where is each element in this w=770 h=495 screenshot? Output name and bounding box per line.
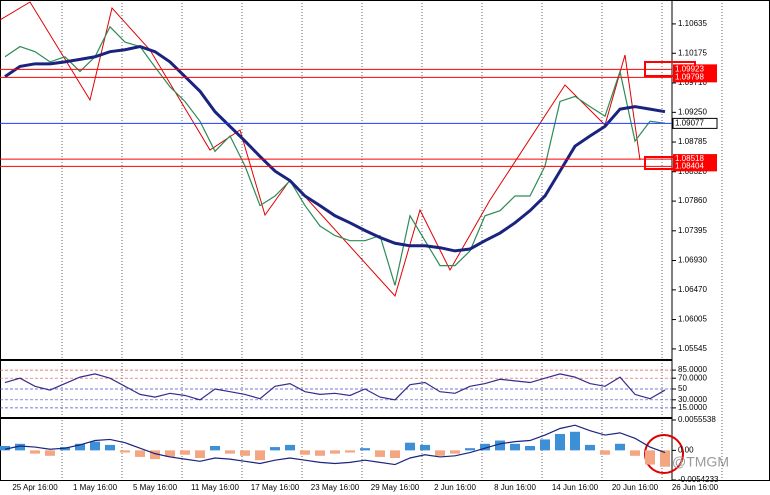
- histogram-bar: [120, 450, 130, 453]
- x-tick-label: 29 May 16:00: [371, 483, 420, 492]
- histogram-bar: [330, 450, 340, 454]
- price-label: 1.09923: [675, 64, 704, 73]
- histogram-bar: [480, 443, 490, 451]
- histogram-bar: [390, 450, 400, 459]
- price-label: 1.09798: [675, 72, 704, 81]
- x-tick-label: 26 Jun 16:00: [672, 483, 719, 492]
- x-tick-label: 2 Jun 16:00: [434, 483, 476, 492]
- y-tick-label: 30.0000: [678, 395, 707, 404]
- histogram-bar: [75, 443, 85, 451]
- histogram-bar: [495, 440, 505, 451]
- y-tick-label: 1.06930: [678, 256, 707, 265]
- histogram-bar: [615, 443, 625, 451]
- histogram-bar: [510, 443, 520, 451]
- series-line: [4, 25, 666, 286]
- price-label: 1.09077: [675, 119, 704, 128]
- histogram-bar: [195, 450, 205, 459]
- histogram-bar: [135, 450, 145, 457]
- histogram-bar: [15, 443, 25, 451]
- y-tick-label: 1.09250: [678, 107, 707, 116]
- series-line: [4, 424, 666, 466]
- histogram-bar: [285, 444, 295, 451]
- y-tick-label: 0.00: [678, 445, 694, 454]
- y-tick-label: 1.07860: [678, 196, 707, 205]
- histogram-bar: [225, 450, 235, 454]
- x-tick-label: 20 Jun 16:00: [612, 483, 659, 492]
- histogram-bar: [570, 431, 580, 451]
- price-label-box: [673, 64, 717, 75]
- histogram-bar: [630, 450, 640, 456]
- x-tick-label: 11 May 16:00: [191, 483, 239, 492]
- histogram-bar: [270, 447, 280, 451]
- histogram-bar: [660, 450, 670, 467]
- histogram-bar: [375, 450, 385, 457]
- x-tick-label: 5 May 16:00: [133, 483, 178, 492]
- histogram-bar: [345, 450, 355, 453]
- y-tick-label: 85.0000: [678, 365, 707, 374]
- histogram-bar: [525, 445, 535, 451]
- histogram-bar: [150, 450, 160, 460]
- x-tick-label: 8 Jun 16:00: [494, 483, 536, 492]
- histogram-bar: [45, 450, 55, 456]
- y-tick-label: -0.0054233: [678, 475, 719, 484]
- histogram-bar: [645, 450, 655, 465]
- histogram-bar: [585, 444, 595, 451]
- histogram-bar: [300, 450, 310, 455]
- y-tick-label: 1.10635: [678, 19, 707, 28]
- histogram-bar: [0, 445, 10, 451]
- histogram-bar: [360, 448, 370, 451]
- histogram-bar: [240, 450, 250, 456]
- y-tick-label: 0.0055538: [678, 415, 716, 424]
- y-tick-label: 1.09710: [678, 78, 707, 87]
- price-label-box: [673, 154, 717, 165]
- x-tick-label: 17 May 16:00: [251, 483, 300, 492]
- y-tick-label: 1.10175: [678, 48, 707, 57]
- histogram-bar: [540, 439, 550, 451]
- series-line: [4, 45, 666, 253]
- histogram-bar: [255, 450, 265, 461]
- histogram-bar: [435, 450, 445, 456]
- series-line: [4, 373, 666, 401]
- watermark: @TMGM: [672, 454, 729, 470]
- price-label: 1.08518: [675, 154, 704, 163]
- histogram-bar: [555, 433, 565, 451]
- price-label-box: [672, 117, 718, 129]
- x-tick-label: 25 Apr 16:00: [12, 483, 58, 492]
- histogram-bar: [315, 450, 325, 456]
- histogram-bar: [30, 450, 40, 454]
- y-tick-label: 50: [678, 384, 687, 393]
- histogram-bar: [465, 448, 475, 451]
- price-label: 1.08404: [675, 161, 704, 170]
- x-tick-label: 14 Jun 16:00: [552, 483, 599, 492]
- y-tick-label: 1.06005: [678, 315, 707, 324]
- y-tick-label: 1.07395: [678, 226, 707, 235]
- zigzag: [0, 1, 641, 297]
- histogram-bar: [90, 441, 100, 451]
- x-tick-label: 1 May 16:00: [73, 483, 118, 492]
- histogram-bar: [450, 450, 460, 454]
- histogram-bar: [210, 445, 220, 451]
- y-tick-label: 1.05545: [678, 344, 707, 353]
- y-tick-label: 1.06470: [678, 285, 707, 294]
- histogram-bar: [180, 450, 190, 455]
- price-label-box: [673, 161, 717, 172]
- histogram-bar: [405, 442, 415, 451]
- histogram-bar: [105, 444, 115, 451]
- y-tick-label: 70.0000: [678, 373, 707, 382]
- x-tick-label: 23 May 16:00: [311, 483, 360, 492]
- y-tick-label: 1.08785: [678, 137, 707, 146]
- histogram-bar: [600, 450, 610, 455]
- histogram-bar: [420, 444, 430, 451]
- price-label-box: [673, 72, 717, 83]
- histogram-bar: [165, 450, 175, 457]
- y-tick-label: 15.0000: [678, 403, 707, 412]
